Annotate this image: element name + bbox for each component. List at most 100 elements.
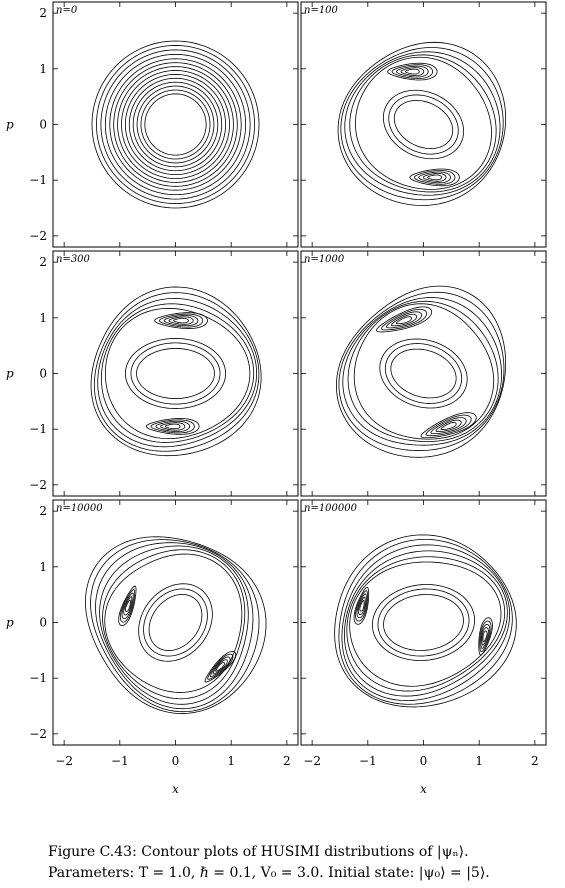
contour-line [154,312,208,329]
contour-line [338,291,505,451]
contour-line [128,77,223,172]
contour-line [396,65,429,78]
x-axis-label: x [172,782,179,796]
panel-label: n=100000 [304,503,358,514]
contour-line [420,412,477,439]
contour-line [384,343,463,404]
y-tick-label: −2 [29,727,47,741]
contour-line [90,539,260,713]
contour-line [144,93,207,156]
y-tick-label: 2 [39,255,47,269]
contour-line [353,586,370,625]
contour-line [336,285,507,458]
y-tick-label: 1 [39,311,47,325]
x-tick-label: 1 [475,754,483,768]
contour-line [341,544,511,702]
contour-line [381,308,428,331]
y-tick-label: 1 [39,560,47,574]
x-tick-label: −1 [359,754,377,768]
contour-line [356,593,367,619]
contour-line [422,173,447,182]
contour-line [391,313,418,327]
contour-line [212,659,228,675]
contour-line [347,300,499,442]
y-tick-label: 0 [39,118,47,132]
contour-line [123,596,133,616]
contour-line [124,73,227,176]
panel-label: n=1000 [304,254,345,265]
contour-line [371,584,476,661]
contour-line [387,62,438,81]
panel-label: n=100 [304,5,339,16]
contour-line [413,170,456,185]
contour-line [386,311,423,329]
panel-n-100: n=100 [300,1,547,248]
contour-line [440,422,457,430]
contour-line [355,56,492,190]
contour-set [337,41,507,206]
contour-line [393,100,454,149]
contour-line [143,588,208,657]
panel-n-10000: n=10000 −2 −1 0 1 2 p −2 −1 0 1 2 x [6,499,299,796]
y-tick-label: −2 [29,229,47,243]
x-tick-label: 1 [227,754,235,768]
contour-line [391,64,434,79]
x-tick-label: 2 [531,754,539,768]
contour-line [355,590,368,622]
contour-set [85,536,267,714]
contour-line [481,627,489,646]
contour-line [482,630,488,643]
x-tick-label: 2 [283,754,291,768]
contour-line [382,89,465,160]
panel-label: n=10000 [56,503,103,514]
figure-caption: Figure C.43: Contour plots of HUSIMI dis… [48,842,558,884]
contour-line [119,589,136,623]
contour-line [425,414,472,437]
panel-n-100000: n=100000 −2 −1 0 1 2 x [300,499,547,796]
contour-line [404,68,420,75]
contour-line [168,316,194,325]
panel-n-1000: n=1000 [300,250,547,497]
contour-line [155,420,191,432]
contour-line [430,417,467,435]
contour-set [336,285,507,458]
contour-line [379,338,468,409]
contour-line [427,174,443,181]
contour-line [102,549,246,700]
contour-line [136,85,215,164]
contour-line [337,41,507,206]
contour-line [349,561,502,687]
contour-line [91,40,260,209]
contour-line [343,550,508,697]
y-tick-label: −1 [29,671,47,685]
contour-line [95,542,254,710]
contour-line [96,45,255,204]
contour-line [418,171,451,184]
y-tick-label: 2 [39,6,47,20]
contour-line [104,307,251,440]
contour-line [349,54,497,193]
contour-line [480,623,491,649]
x-tick-label: 0 [172,754,180,768]
husimi-figure: n=0 −2 −1 0 1 2 p n=100 n=300 −2 −1 0 1 2 p n=1000 n=100… [6,1,547,796]
panel-frame [300,1,547,248]
contour-line [124,599,131,612]
contour-line [377,588,470,657]
y-axis-label: p [6,118,14,132]
y-tick-label: 0 [39,616,47,630]
contour-line [215,662,225,672]
contour-line [150,419,195,434]
contour-line [388,94,459,155]
contour-line [132,81,219,168]
contour-line [383,594,464,651]
contour-line [85,536,267,714]
contour-line [409,168,460,187]
contour-line [97,298,258,448]
contour-line [118,585,137,627]
x-tick-label: 0 [420,754,428,768]
contour-line [209,656,231,678]
contour-line [99,545,249,705]
x-tick-label: −2 [303,754,321,768]
contour-line [140,89,211,160]
contour-line [435,419,462,433]
